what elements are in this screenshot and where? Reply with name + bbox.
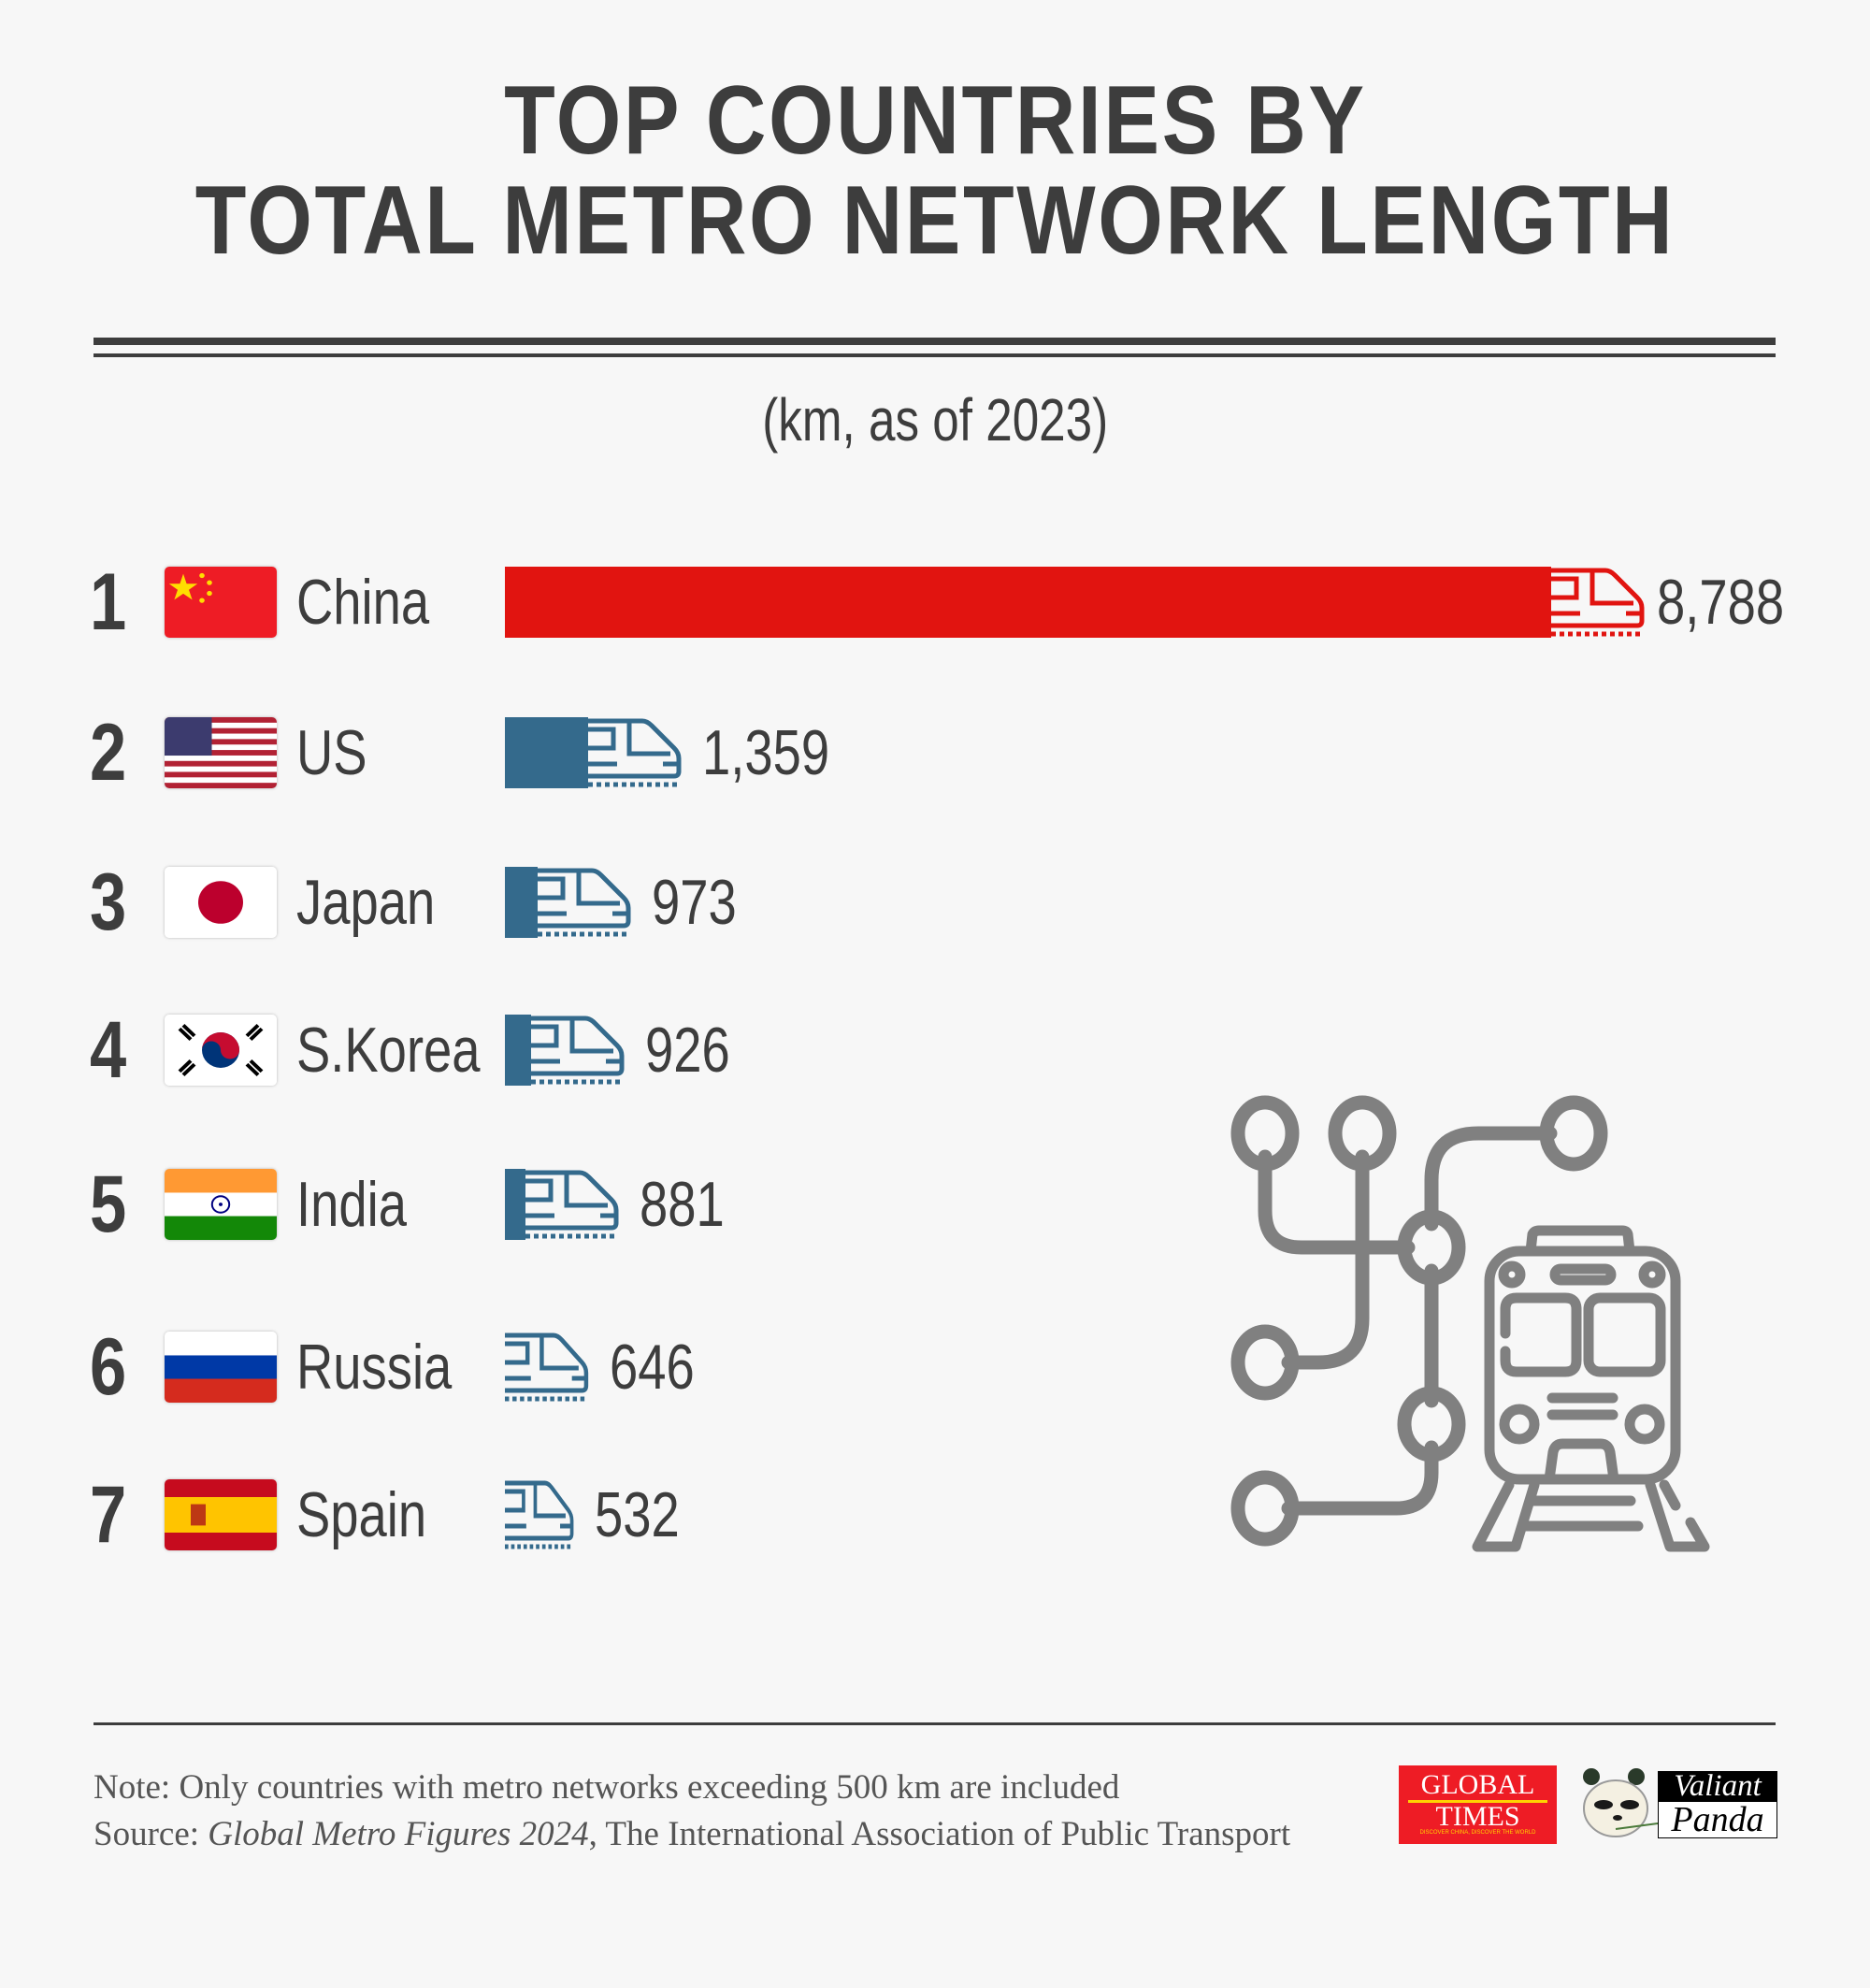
bar-row-spain: 7 Spain 532 bbox=[0, 1473, 1870, 1557]
flag-china-icon bbox=[165, 567, 277, 638]
footer-divider bbox=[94, 1722, 1776, 1725]
bar bbox=[505, 1015, 532, 1086]
country-label: Russia bbox=[296, 1332, 453, 1403]
global-times-logo: GLOBAL TIMES DISCOVER CHINA, DISCOVER TH… bbox=[1399, 1765, 1557, 1844]
country-label: Spain bbox=[296, 1479, 427, 1550]
value-label: 1,359 bbox=[701, 717, 829, 788]
bar-row-china: 1 China 8,788 bbox=[0, 560, 1870, 644]
flag-spain-icon bbox=[165, 1479, 277, 1550]
bar bbox=[505, 567, 1551, 638]
footer-source: Source: Global Metro Figures 2024, The I… bbox=[94, 1815, 1291, 1853]
subtitle: (km, as of 2023) bbox=[762, 386, 1108, 454]
value-label: 973 bbox=[651, 867, 737, 938]
country-label: S.Korea bbox=[296, 1015, 481, 1086]
country-label: China bbox=[296, 567, 430, 638]
footer-note: Note: Only countries with metro networks… bbox=[94, 1768, 1120, 1807]
bar bbox=[505, 1169, 526, 1240]
title-line-2: TOTAL METRO NETWORK LENGTH bbox=[194, 166, 1676, 275]
rank-label: 5 bbox=[90, 1160, 127, 1249]
bar bbox=[505, 867, 538, 938]
title-divider-thin bbox=[94, 353, 1776, 357]
valiant-panda-logo: Valiant Panda bbox=[1578, 1762, 1777, 1848]
flag-japan-icon bbox=[165, 867, 277, 938]
country-label: Japan bbox=[296, 867, 436, 938]
rank-label: 1 bbox=[90, 557, 127, 647]
value-label: 646 bbox=[609, 1332, 695, 1403]
train-icon bbox=[1551, 567, 1645, 638]
bar-row-india: 5 India 881 bbox=[0, 1162, 1870, 1246]
train-icon bbox=[505, 1332, 589, 1403]
flag-russia-icon bbox=[165, 1332, 277, 1403]
train-icon bbox=[537, 867, 631, 938]
train-icon bbox=[587, 717, 682, 788]
bar-row-skorea: 4 S.Korea 926 bbox=[0, 1008, 1870, 1092]
value-label: 532 bbox=[594, 1479, 680, 1550]
flag-south-korea-icon bbox=[165, 1015, 277, 1086]
flag-us-icon bbox=[165, 717, 277, 788]
country-label: India bbox=[296, 1169, 407, 1240]
bar bbox=[505, 717, 588, 788]
rank-label: 3 bbox=[90, 857, 127, 947]
bar-row-japan: 3 Japan 973 bbox=[0, 860, 1870, 944]
title-divider-thick bbox=[94, 338, 1776, 345]
rank-label: 2 bbox=[90, 708, 127, 798]
train-icon bbox=[505, 1479, 574, 1550]
rank-label: 4 bbox=[90, 1005, 127, 1095]
rank-label: 7 bbox=[90, 1470, 127, 1560]
train-icon bbox=[525, 1169, 619, 1240]
panda-icon bbox=[1583, 1768, 1659, 1837]
title-line-1: TOP COUNTRIES BY bbox=[503, 66, 1367, 175]
value-label: 926 bbox=[645, 1015, 731, 1086]
value-label: 8,788 bbox=[1657, 567, 1785, 638]
country-label: US bbox=[296, 717, 367, 788]
rank-label: 6 bbox=[90, 1322, 127, 1412]
bar-row-us: 2 US 1,359 bbox=[0, 711, 1870, 795]
train-icon bbox=[531, 1015, 625, 1086]
bar-row-russia: 6 Russia 646 bbox=[0, 1325, 1870, 1409]
value-label: 881 bbox=[640, 1169, 725, 1240]
flag-india-icon bbox=[165, 1169, 277, 1240]
